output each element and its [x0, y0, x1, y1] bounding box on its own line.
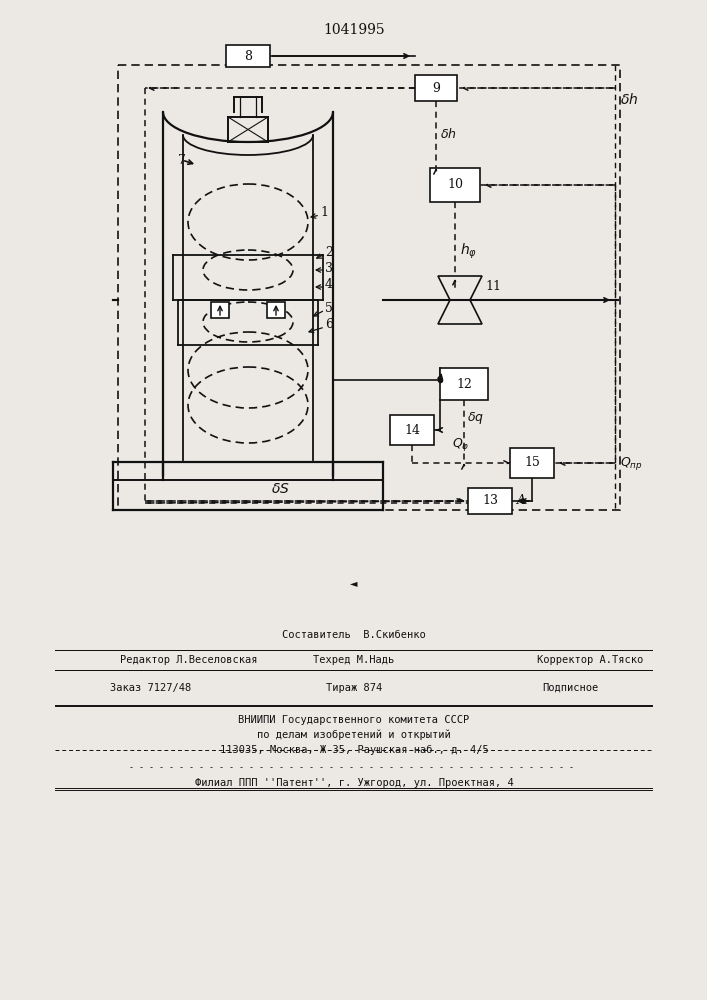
Bar: [430, 168, 480, 202]
Bar: [415, 75, 457, 101]
Text: 5: 5: [325, 302, 333, 314]
Text: $\delta h$: $\delta h$: [620, 93, 638, 107]
Bar: [226, 45, 270, 67]
Text: 13: 13: [482, 494, 498, 508]
Text: 1: 1: [320, 207, 328, 220]
Text: Составитель  В.Скибенко: Составитель В.Скибенко: [282, 630, 426, 640]
Text: $Q_\varphi$: $Q_\varphi$: [452, 436, 469, 453]
Text: 8: 8: [244, 49, 252, 62]
Bar: [510, 448, 554, 478]
Text: $\delta q$: $\delta q$: [467, 410, 484, 426]
Bar: [440, 368, 488, 400]
Text: $\delta S$: $\delta S$: [271, 482, 289, 496]
Text: Тираж 874: Тираж 874: [326, 683, 382, 693]
Text: ◄: ◄: [350, 578, 358, 588]
Bar: [468, 488, 512, 514]
Text: Заказ 7127/48: Заказ 7127/48: [110, 683, 192, 693]
Text: 6: 6: [325, 318, 333, 332]
Text: Филиал ППП ''Патент'', г. Ужгород, ул. Проектная, 4: Филиал ППП ''Патент'', г. Ужгород, ул. П…: [194, 778, 513, 788]
Text: Редактор Л.Веселовская: Редактор Л.Веселовская: [120, 655, 257, 665]
Text: $\delta h$: $\delta h$: [440, 127, 457, 141]
Text: 7: 7: [178, 153, 186, 166]
Text: 4: 4: [325, 278, 333, 292]
Text: 10: 10: [447, 178, 463, 192]
Bar: [118, 65, 620, 510]
Text: Корректор А.Тяско: Корректор А.Тяско: [537, 655, 643, 665]
Text: - - - - - - - - - - - - - - - - - - - - - - - - - - - - - - - - - - - - - - - - : - - - - - - - - - - - - - - - - - - - - …: [129, 764, 579, 772]
Text: 15: 15: [524, 456, 540, 470]
Text: 1041995: 1041995: [323, 23, 385, 37]
Text: 11: 11: [485, 279, 501, 292]
Text: $Q_{пр}$: $Q_{пр}$: [620, 454, 643, 472]
Bar: [211, 302, 229, 318]
Text: 3: 3: [325, 261, 333, 274]
Text: 14: 14: [404, 424, 420, 436]
Text: Подписное: Подписное: [542, 683, 598, 693]
Text: $h_\varphi$: $h_\varphi$: [460, 241, 477, 261]
Text: 2: 2: [325, 245, 333, 258]
Text: 12: 12: [456, 377, 472, 390]
Text: 9: 9: [432, 82, 440, 95]
Text: 113035, Москва, Ж-35, Раушская наб., д. 4/5: 113035, Москва, Ж-35, Раушская наб., д. …: [220, 745, 489, 755]
Bar: [267, 302, 285, 318]
Text: A: A: [517, 494, 526, 508]
Text: по делам изобретений и открытий: по делам изобретений и открытий: [257, 730, 451, 740]
Text: ВНИИПИ Государственного комитета СССР: ВНИИПИ Государственного комитета СССР: [238, 715, 469, 725]
Bar: [390, 415, 434, 445]
Text: Техред М.Надь: Техред М.Надь: [313, 655, 395, 665]
